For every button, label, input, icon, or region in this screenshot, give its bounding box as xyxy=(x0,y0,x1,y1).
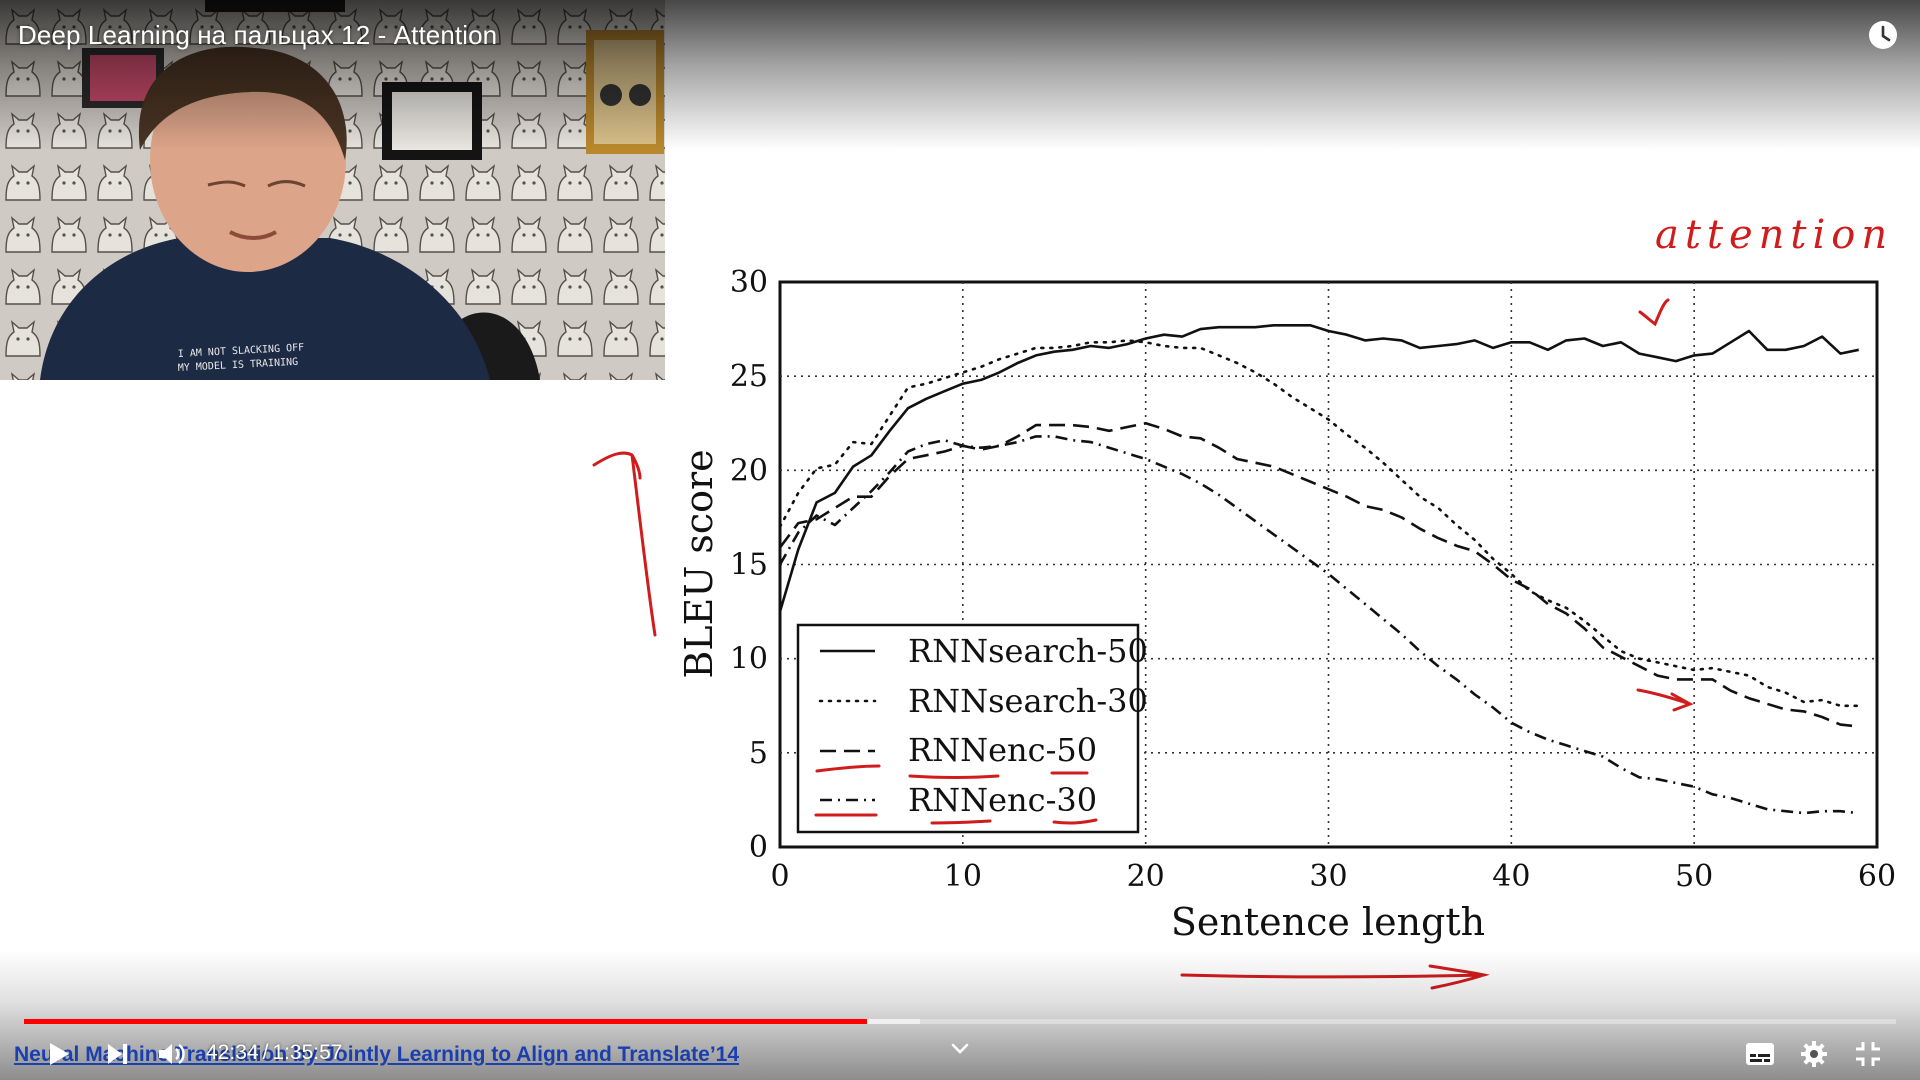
handwritten-annotations xyxy=(592,298,1694,990)
exit-fullscreen-button[interactable] xyxy=(1848,1036,1888,1072)
x-axis-title: Sentence length xyxy=(1171,900,1485,944)
next-button[interactable] xyxy=(98,1036,138,1072)
volume-icon xyxy=(159,1043,185,1065)
gear-icon xyxy=(1801,1041,1827,1067)
watch-later-button[interactable] xyxy=(1866,18,1900,52)
y-axis-title: BLEU score xyxy=(677,449,721,678)
x-tick-label: 50 xyxy=(1675,859,1713,894)
exit-fullscreen-icon xyxy=(1856,1042,1880,1066)
clock-icon xyxy=(1869,21,1897,49)
annotation-attention-text: attention xyxy=(1655,212,1893,258)
series-line-rnnsearch-30 xyxy=(778,339,1860,708)
y-tick-label: 30 xyxy=(730,265,768,300)
legend-label-rnnenc-30: RNNenc-30 xyxy=(908,781,1097,819)
x-tick-label: 40 xyxy=(1492,859,1530,894)
play-icon xyxy=(50,1043,69,1065)
x-tick-label: 20 xyxy=(1127,859,1165,894)
chevron-down-icon xyxy=(951,1043,969,1054)
settings-button[interactable] xyxy=(1794,1036,1834,1072)
x-tick-label: 0 xyxy=(770,859,789,894)
bottom-gradient xyxy=(0,950,1920,1080)
top-gradient xyxy=(0,0,1920,150)
series-line-rnnenc-30 xyxy=(778,435,1859,815)
annotation-underline-5 xyxy=(930,819,992,825)
slide-caption-link[interactable]: Neural Machine Translation by Jointly Le… xyxy=(14,1043,740,1066)
legend-label-rnnsearch-50: RNNsearch-50 xyxy=(908,632,1148,670)
y-tick-label: 15 xyxy=(730,548,768,583)
y-tick-label: 25 xyxy=(730,359,768,394)
chapter-expand-button[interactable] xyxy=(940,1034,980,1064)
series-lines xyxy=(778,323,1860,815)
annotation-underline-1 xyxy=(815,764,881,773)
annotation-underline-2 xyxy=(908,774,1000,779)
series-line-rnnenc-50 xyxy=(778,421,1859,728)
legend-box xyxy=(796,623,1140,834)
tick-labels: 0 10 20 30 40 50 60 0 5 10 15 20 25 30 xyxy=(730,265,1896,894)
annotation-right-arrow xyxy=(1180,964,1490,990)
annotation-up-arrow xyxy=(592,451,657,637)
series-line-rnnsearch-50 xyxy=(778,323,1859,612)
subtitles-button[interactable] xyxy=(1740,1036,1780,1072)
progress-bar[interactable] xyxy=(24,1019,1896,1024)
x-tick-label: 60 xyxy=(1858,859,1896,894)
x-tick-label: 10 xyxy=(944,859,982,894)
video-title[interactable]: Deep Learning на пальцах 12 - Attention xyxy=(18,20,498,50)
next-icon xyxy=(108,1044,127,1064)
y-tick-label: 20 xyxy=(730,453,768,488)
current-time: 42:34 xyxy=(206,1041,259,1064)
time-display: 42:34/1:35:57 xyxy=(206,1041,342,1065)
x-tick-label: 30 xyxy=(1309,859,1347,894)
play-button[interactable] xyxy=(38,1036,78,1072)
y-tick-label: 0 xyxy=(749,830,768,865)
time-separator: / xyxy=(262,1041,269,1064)
legend-label-rnnsearch-30: RNNsearch-30 xyxy=(908,682,1148,720)
volume-button[interactable] xyxy=(152,1036,192,1072)
legend: RNNsearch-50 RNNsearch-30 RNNenc-50 RNNe… xyxy=(796,623,1148,834)
subtitles-icon xyxy=(1746,1043,1774,1065)
duration: 1:35:57 xyxy=(272,1041,343,1064)
legend-label-rnnenc-50: RNNenc-50 xyxy=(908,731,1097,769)
y-tick-label: 5 xyxy=(749,736,768,771)
annotation-small-arrow xyxy=(1636,688,1694,712)
progress-played xyxy=(24,1019,867,1024)
y-tick-label: 10 xyxy=(730,642,768,677)
annotation-check xyxy=(1638,298,1670,327)
annotation-underline-6 xyxy=(1052,818,1098,825)
